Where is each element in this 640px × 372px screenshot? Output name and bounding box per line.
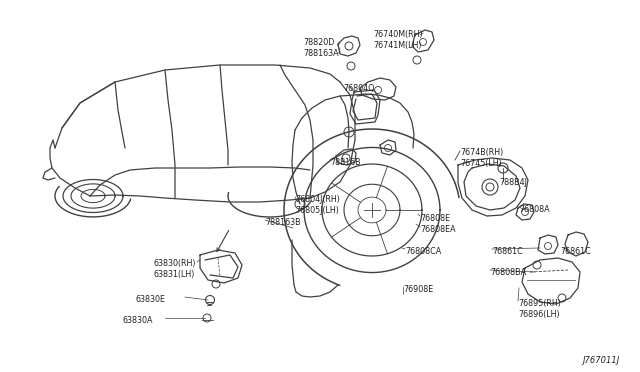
Text: 78820D: 78820D — [303, 38, 334, 47]
Text: 76804J(RH): 76804J(RH) — [295, 195, 340, 204]
Text: 63830E: 63830E — [136, 295, 166, 304]
Text: 63831(LH): 63831(LH) — [153, 270, 195, 279]
Text: 76740M(RH): 76740M(RH) — [373, 30, 422, 39]
Text: 76896(LH): 76896(LH) — [518, 310, 559, 319]
Text: 76895(RH): 76895(RH) — [518, 299, 561, 308]
Text: 76808CA: 76808CA — [405, 247, 441, 256]
Text: 76741M(LH): 76741M(LH) — [373, 41, 422, 50]
Text: 76808EA: 76808EA — [420, 225, 456, 234]
Text: 788163A: 788163A — [303, 49, 339, 58]
Text: 76804Q: 76804Q — [343, 84, 374, 93]
Text: J767011J: J767011J — [583, 356, 620, 365]
Text: 76808E: 76808E — [420, 214, 450, 223]
Text: 76908E: 76908E — [403, 285, 433, 294]
Text: 63830(RH): 63830(RH) — [153, 259, 195, 268]
Text: 76745(LH): 76745(LH) — [460, 159, 502, 168]
Text: 76808A: 76808A — [519, 205, 550, 214]
Text: 7674B(RH): 7674B(RH) — [460, 148, 503, 157]
Text: 63830A: 63830A — [122, 316, 152, 325]
Text: 76861C: 76861C — [560, 247, 591, 256]
Text: 788163B: 788163B — [265, 218, 301, 227]
Text: 76805J(LH): 76805J(LH) — [295, 206, 339, 215]
Text: 76808BA: 76808BA — [490, 268, 526, 277]
Text: 788B4J: 788B4J — [499, 178, 527, 187]
Text: 76861C: 76861C — [492, 247, 523, 256]
Text: 78816B: 78816B — [330, 158, 360, 167]
